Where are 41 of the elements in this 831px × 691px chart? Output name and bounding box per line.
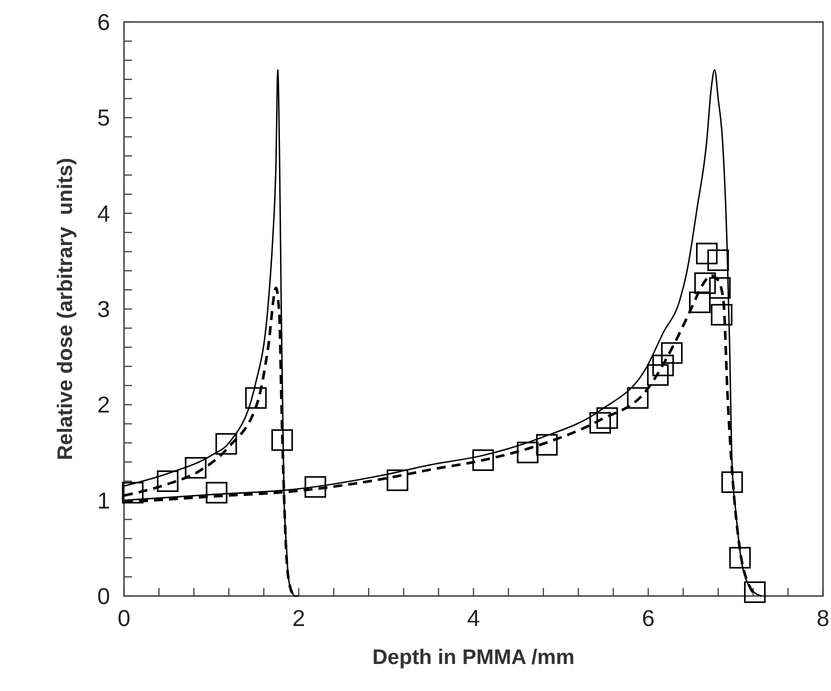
point — [721, 471, 743, 493]
y-tick-label: 4 — [97, 200, 110, 226]
point — [661, 342, 683, 364]
x-tick-label: 4 — [467, 605, 480, 631]
point — [386, 469, 408, 492]
y-tick-label: 3 — [97, 296, 110, 322]
point — [696, 242, 718, 264]
y-tick-label: 6 — [97, 9, 110, 36]
point — [184, 457, 206, 479]
y-tick-label: 0 — [97, 583, 110, 610]
y-tick-label: 5 — [97, 104, 110, 131]
point — [536, 434, 558, 456]
point — [215, 433, 238, 455]
point — [271, 429, 293, 451]
point — [694, 272, 716, 294]
point — [729, 546, 751, 569]
point — [626, 387, 649, 409]
point — [709, 277, 731, 299]
point — [707, 249, 729, 272]
point — [647, 364, 669, 386]
point — [156, 470, 178, 492]
y-tick-label: 1 — [97, 487, 110, 514]
point — [245, 387, 267, 409]
point — [710, 304, 732, 326]
y-axis-title: Relative dose (arbitrary units) — [54, 158, 77, 460]
point — [122, 482, 144, 504]
y-tick-label: 2 — [97, 392, 110, 418]
point — [596, 407, 618, 429]
x-axis-title: Depth in PMMA /mm — [372, 646, 575, 669]
point — [744, 581, 766, 603]
point — [206, 482, 228, 504]
x-tick-label: 6 — [642, 605, 655, 631]
x-tick-label: 8 — [816, 605, 830, 631]
x-tick-label: 2 — [292, 605, 306, 631]
point — [516, 442, 538, 464]
point — [304, 476, 326, 498]
point — [472, 449, 494, 471]
point — [689, 292, 711, 314]
point — [652, 354, 674, 376]
point — [589, 412, 611, 434]
x-tick-label: 0 — [118, 605, 130, 631]
